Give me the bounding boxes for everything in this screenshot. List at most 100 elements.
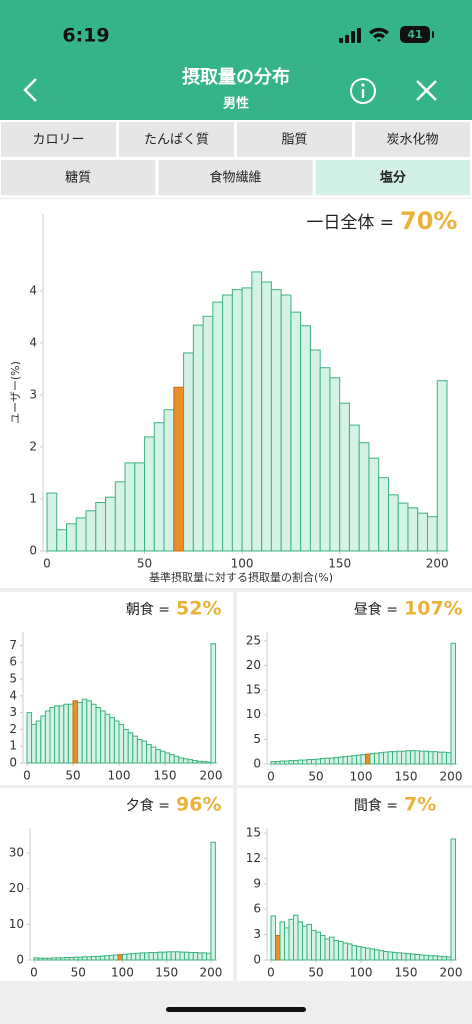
y-tick-label: 0 (9, 756, 17, 770)
bar (300, 325, 311, 552)
tab-label[interactable]: 炭水化物 (386, 133, 438, 148)
bar (56, 529, 68, 552)
bar (222, 294, 233, 552)
bar (302, 759, 308, 765)
x-tick-label: 0 (23, 769, 31, 783)
bar (104, 713, 111, 764)
bar (329, 377, 341, 552)
bar (201, 761, 207, 764)
tab[interactable] (158, 160, 313, 195)
x-tick-label: 150 (154, 769, 177, 783)
bar (75, 517, 87, 552)
tab-label[interactable]: カロリー (32, 133, 84, 148)
chart-title: 朝食 = (126, 601, 170, 618)
bar (148, 952, 154, 961)
bar (275, 761, 281, 765)
bar (279, 921, 285, 961)
y-tick-label: 30 (9, 845, 24, 859)
tab-label[interactable]: 塩分 (380, 170, 406, 186)
bar (397, 502, 409, 552)
header-bg (0, 0, 472, 120)
tab[interactable] (355, 122, 470, 157)
bar (414, 750, 420, 765)
tab[interactable] (315, 160, 470, 195)
bar (169, 754, 175, 764)
bar (205, 761, 212, 764)
tab-label[interactable]: 糖質 (65, 170, 91, 186)
bar (311, 759, 317, 765)
chart-title: 昼食 = (354, 601, 398, 618)
bar (320, 934, 326, 961)
bar (387, 951, 393, 961)
bar (401, 952, 407, 961)
bar (196, 760, 203, 764)
bar (338, 940, 344, 961)
x-tick-label: 50 (65, 769, 80, 783)
bar (436, 380, 448, 552)
bar (319, 367, 331, 552)
bar (432, 955, 438, 961)
bar (139, 952, 146, 961)
y-tick-label: 6 (9, 655, 17, 669)
chart-total: 107% (404, 598, 463, 620)
bar (347, 943, 353, 961)
tab[interactable] (119, 122, 234, 157)
bar (68, 957, 75, 961)
x-tick-label: 150 (328, 557, 351, 571)
bar (351, 755, 357, 765)
status-time: 6:19 (62, 25, 109, 47)
bar (173, 386, 185, 552)
info-button[interactable] (350, 78, 376, 104)
bar (150, 746, 157, 764)
bar (135, 952, 141, 961)
bar (251, 271, 263, 552)
tab-label[interactable]: 脂質 (281, 133, 307, 148)
tab-label[interactable]: たんぱく質 (144, 133, 209, 148)
tab[interactable] (1, 160, 156, 195)
bar (410, 750, 416, 765)
x-tick-label: 0 (30, 966, 38, 980)
x-tick-label: 150 (155, 966, 178, 980)
back-button[interactable] (23, 78, 37, 102)
bar (77, 702, 83, 764)
y-tick-label: 15 (246, 826, 261, 840)
x-tick-label: 200 (426, 557, 449, 571)
bar (401, 750, 407, 765)
bar (368, 457, 380, 552)
bar (396, 750, 402, 765)
bar (95, 502, 107, 552)
bar (144, 436, 155, 552)
bar (231, 289, 243, 552)
x-tick-label: 100 (350, 770, 373, 784)
bar (432, 751, 438, 765)
bar (387, 751, 393, 765)
battery-level: 41 (407, 28, 422, 41)
bar (40, 715, 46, 764)
bar (347, 755, 353, 765)
bar (178, 757, 184, 764)
panel (0, 788, 233, 981)
bar (405, 953, 411, 961)
bar (37, 957, 44, 961)
bar (155, 749, 161, 764)
tab-label[interactable]: 食物繊維 (209, 170, 261, 186)
x-tick-label: 0 (267, 966, 275, 980)
bar (121, 953, 128, 961)
status-icons (339, 26, 434, 43)
bar (81, 698, 88, 764)
bar (35, 720, 42, 764)
bar (163, 409, 175, 552)
chart-total: 52% (176, 598, 221, 620)
bar (414, 954, 420, 961)
bar (202, 315, 214, 552)
bar (152, 952, 159, 961)
bar (146, 744, 152, 764)
tab[interactable] (1, 122, 116, 157)
y-tick-label: 10 (246, 707, 261, 721)
bar (182, 758, 189, 764)
bar (324, 938, 330, 961)
bar (423, 954, 429, 961)
close-button[interactable] (416, 80, 437, 101)
tab[interactable] (237, 122, 352, 157)
